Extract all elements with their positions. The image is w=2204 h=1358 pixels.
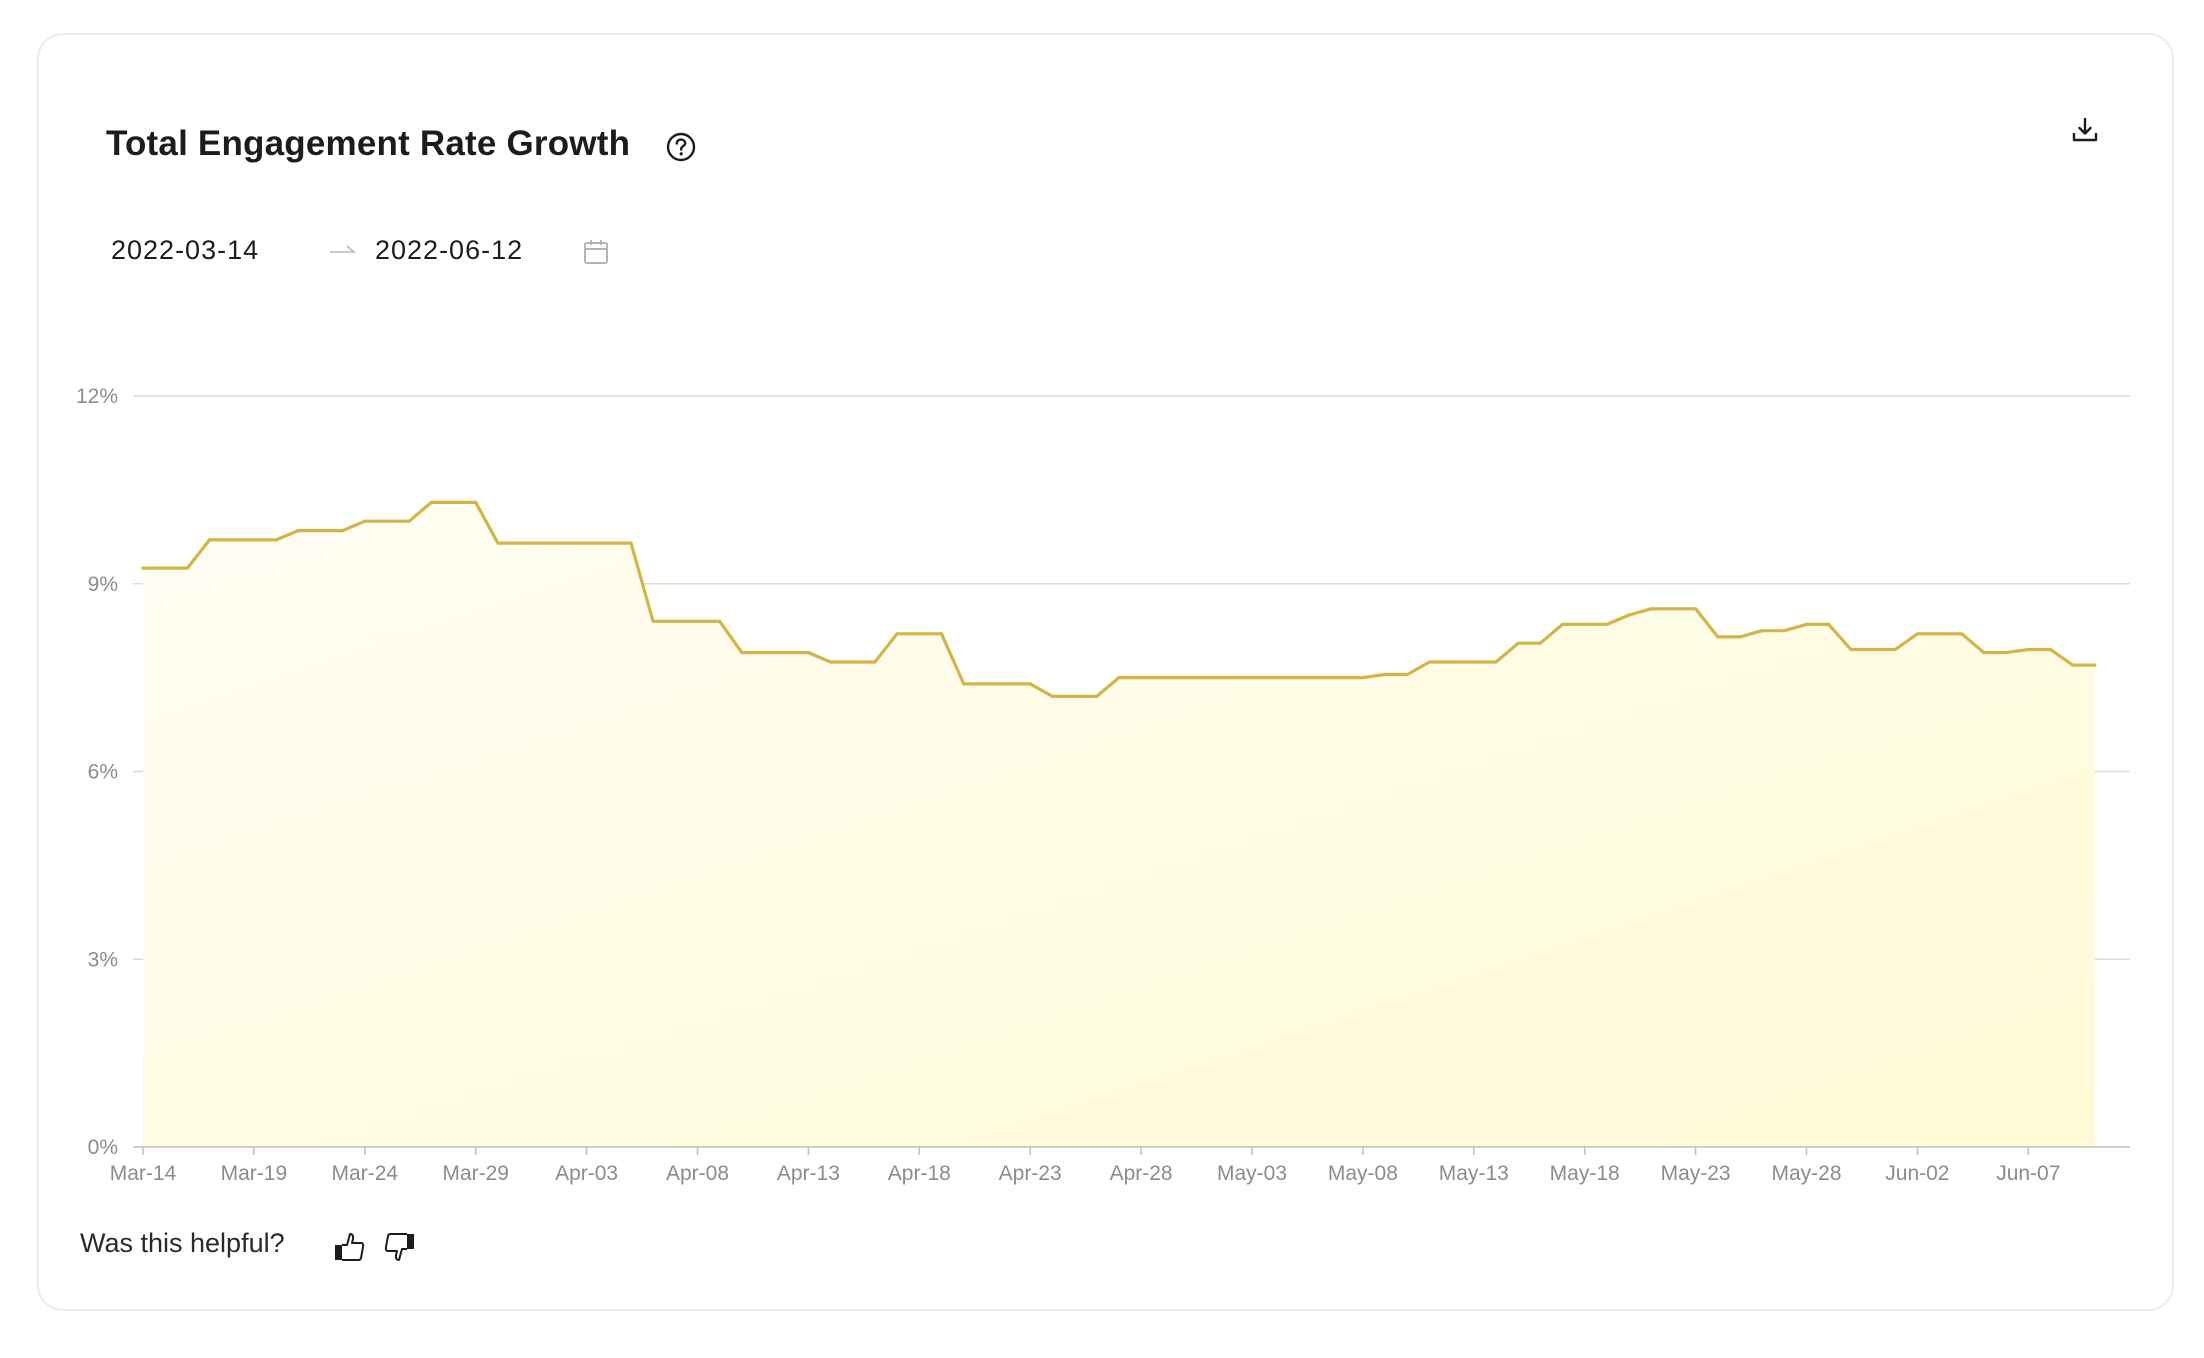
data-point [1494,660,1498,664]
data-point [1804,622,1809,627]
x-tick-label: Apr-28 [1110,1162,1173,1185]
download-icon[interactable] [2069,114,2101,146]
data-point [407,519,411,523]
data-point [1716,635,1720,639]
data-point [651,619,655,623]
data-point [474,500,478,504]
data-point [1915,632,1919,636]
data-point [1405,672,1409,677]
data-point [1627,613,1631,617]
x-tick-label: May-03 [1217,1162,1287,1185]
x-tick-label: Mar-14 [110,1162,177,1185]
x-tick-label: Mar-24 [332,1162,399,1185]
feedback-prompt: Was this helpful? [80,1228,285,1258]
x-tick-label: Apr-08 [666,1162,729,1185]
data-point [274,538,278,542]
data-point [2004,651,2008,655]
date-range-picker[interactable]: 2022-03-14 2022-06-12 [100,218,620,284]
x-tick-label: May-23 [1661,1162,1731,1185]
data-point [1649,607,1653,611]
data-point [1538,641,1542,645]
data-point [1738,635,1742,639]
data-point [1560,622,1565,627]
data-point [1782,629,1786,633]
question-circle-icon[interactable] [665,131,697,163]
data-point [141,566,145,570]
x-tick-label: Apr-03 [555,1162,618,1185]
data-point [1760,629,1764,633]
data-point [2093,663,2097,667]
data-point [1028,682,1032,686]
y-tick-label: 3% [88,948,118,971]
data-point [939,632,944,636]
data-point [1095,694,1099,699]
data-point [185,566,189,570]
x-tick-label: Jun-07 [1996,1162,2060,1185]
x-tick-label: Mar-29 [442,1162,509,1185]
data-point [2026,647,2030,652]
data-point [207,538,212,542]
data-point [829,660,833,664]
engagement-rate-area [143,502,2095,1147]
x-tick-label: May-18 [1550,1162,1620,1185]
data-point [806,651,811,655]
x-tick-label: Mar-19 [221,1162,288,1185]
data-point [1427,660,1431,664]
data-point [718,619,722,623]
data-point [873,660,877,664]
data-point [2048,647,2053,652]
y-tick-label: 6% [88,761,118,784]
x-tick-label: Apr-13 [777,1162,840,1185]
chart-title: Total Engagement Rate Growth [106,124,631,163]
data-point [363,519,367,523]
data-point [962,682,966,686]
calendar-icon[interactable] [582,238,610,266]
data-point [1982,651,1986,655]
data-point [1827,622,1831,627]
data-point [629,541,633,545]
date-start-input[interactable]: 2022-03-14 [111,235,260,265]
data-point [296,529,300,533]
data-point [1361,676,1365,680]
x-tick-label: May-08 [1328,1162,1398,1185]
data-point [1117,676,1121,680]
data-point [740,651,744,655]
x-tick-label: May-13 [1439,1162,1509,1185]
data-point [1383,672,1387,677]
data-point [1893,647,1897,652]
data-point [341,529,345,533]
y-tick-label: 9% [88,573,118,596]
data-point [1050,694,1054,699]
date-end-input[interactable]: 2022-06-12 [375,235,524,265]
thumbs-up-icon[interactable] [332,1230,366,1264]
data-point [1849,647,1853,652]
thumbs-down-icon[interactable] [383,1230,417,1264]
data-point [1516,641,1520,645]
data-point [429,500,433,504]
data-point [2071,663,2075,667]
x-tick-label: May-28 [1771,1162,1841,1185]
data-point [1960,632,1964,636]
data-point [895,632,899,636]
x-tick-label: Apr-18 [888,1162,951,1185]
data-point [1605,622,1609,627]
arrow-right-icon [328,240,358,258]
data-point [1694,607,1698,611]
y-tick-label: 0% [88,1136,118,1159]
y-tick-label: 12% [76,385,118,408]
x-tick-label: Apr-23 [999,1162,1062,1185]
x-tick-label: Jun-02 [1885,1162,1949,1185]
data-point [496,541,500,545]
